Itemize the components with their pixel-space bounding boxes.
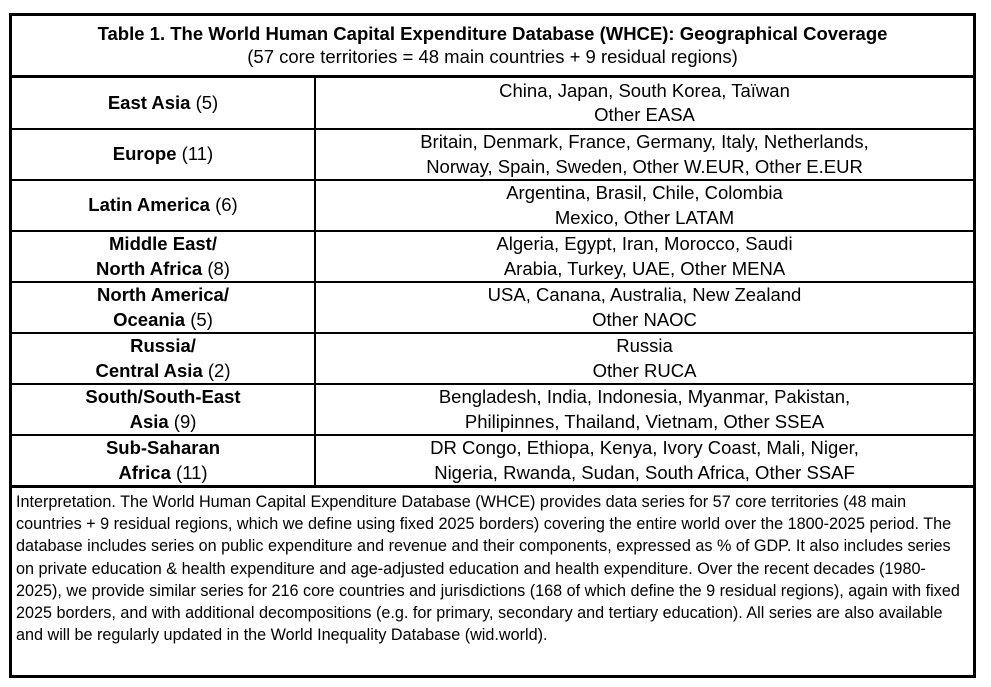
countries-line: Britain, Denmark, France, Germany, Italy… — [420, 131, 869, 152]
table-row: Sub-Saharan Africa (11) DR Congo, Ethiopa,… — [12, 435, 973, 488]
region-cell: North America/Oceania (5) — [12, 282, 316, 334]
region-name: North America/ — [97, 284, 229, 305]
region-count: (11) — [176, 461, 208, 483]
region-line: Latin America (6) — [12, 193, 314, 218]
region-count: (9) — [173, 410, 197, 432]
table-title: Table 1. The World Human Capital Expendi… — [97, 23, 888, 44]
region-name: East Asia — [107, 91, 191, 113]
countries-line: DR Congo, Ethiopa, Kenya, Ivory Coast, M… — [430, 437, 859, 458]
region-name: Oceania — [113, 308, 186, 330]
table-header: Table 1. The World Human Capital Expendi… — [12, 16, 973, 78]
region-cell: Middle East/North Africa (8) — [12, 231, 316, 283]
table-row: Russia/Central Asia (2) Russia Other RUCA — [12, 333, 973, 385]
table-row: Europe (11) Britain, Denmark, France, Ger… — [12, 129, 973, 181]
region-name: Latin America — [88, 194, 210, 216]
table-subtitle: (57 core territories = 48 main countries… — [247, 46, 738, 67]
region-name: Middle East/ — [109, 233, 217, 254]
region-line: North Africa (8) — [12, 257, 314, 282]
region-line: Russia/ — [12, 334, 314, 359]
table-row: South/South-East Asia (9) Bengladesh, Indi… — [12, 384, 973, 436]
countries-line: Bengladesh, India, Indonesia, Myanmar, P… — [438, 386, 851, 407]
regions-table-body: East Asia (5) China, Japan, South Korea, … — [12, 78, 973, 488]
countries-cell: USA, Canana, Australia, New Zealand Other… — [315, 282, 973, 334]
region-name: Asia — [129, 410, 169, 432]
interpretation-note: Interpretation. The World Human Capital … — [16, 493, 960, 645]
countries-line: Nigeria, Rwanda, Sudan, South Africa, Ot… — [434, 461, 855, 483]
region-line: North America/ — [12, 283, 314, 308]
region-count: (5) — [195, 91, 219, 113]
region-count: (11) — [181, 143, 214, 165]
countries-cell: Britain, Denmark, France, Germany, Italy… — [315, 129, 973, 181]
region-name: South/South-East — [85, 386, 241, 407]
table-row: Latin America (6) Argentina, Brasil, Chil… — [12, 180, 973, 232]
region-line: Europe (11) — [12, 142, 314, 167]
countries-line: China, Japan, South Korea, Taïwan — [499, 79, 790, 101]
countries-line: Norway, Spain, Sweden, Other W.EUR, Othe… — [426, 155, 863, 177]
countries-line: Algeria, Egypt, Iran, Morocco, Saudi — [496, 233, 793, 254]
countries-line: Argentina, Brasil, Chile, Colombia — [506, 182, 783, 203]
countries-cell: Argentina, Brasil, Chile, Colombia Mexico… — [315, 180, 973, 232]
region-count: (6) — [215, 194, 238, 216]
region-count: (8) — [207, 257, 230, 279]
region-name: Europe — [112, 143, 177, 165]
countries-line: Other NAOC — [592, 308, 697, 330]
region-name: North Africa — [96, 257, 203, 279]
countries-cell: Bengladesh, India, Indonesia, Myanmar, P… — [315, 384, 973, 436]
region-cell: South/South-East Asia (9) — [12, 384, 316, 436]
countries-line: Mexico, Other LATAM — [554, 206, 735, 228]
region-line: Middle East/ — [12, 232, 314, 257]
region-cell: Latin America (6) — [12, 180, 316, 232]
region-count: (5) — [190, 308, 213, 330]
region-cell: East Asia (5) — [12, 78, 316, 130]
region-line: Africa (11) — [12, 461, 314, 486]
region-name: Sub-Saharan — [105, 437, 221, 458]
region-count: (2) — [207, 359, 231, 381]
table-row: East Asia (5) China, Japan, South Korea, … — [12, 78, 973, 130]
region-line: South/South-East — [12, 385, 314, 410]
region-line: Oceania (5) — [12, 308, 314, 333]
region-line: Central Asia (2) — [12, 359, 314, 384]
table-row: Middle East/North Africa (8) Algeria, Egy… — [12, 231, 973, 283]
countries-cell: Russia Other RUCA — [315, 333, 973, 385]
countries-cell: Algeria, Egypt, Iran, Morocco, Saudi Arab… — [315, 231, 973, 283]
region-name: Central Asia — [95, 359, 203, 381]
region-name: Africa — [118, 461, 171, 483]
region-line: Sub-Saharan — [12, 436, 314, 461]
countries-line: Russia — [616, 335, 673, 356]
regions-table: East Asia (5) China, Japan, South Korea, … — [12, 78, 973, 488]
countries-line: Philipinnes, Thailand, Vietnam, Other SS… — [464, 410, 825, 432]
region-line: Asia (9) — [12, 410, 314, 435]
countries-cell: DR Congo, Ethiopa, Kenya, Ivory Coast, M… — [315, 435, 973, 488]
countries-line: Other RUCA — [592, 359, 697, 381]
region-name: Russia/ — [130, 335, 196, 356]
countries-line: Other EASA — [594, 104, 695, 125]
region-cell: Sub-Saharan Africa (11) — [12, 435, 316, 488]
coverage-table: Table 1. The World Human Capital Expendi… — [9, 13, 976, 678]
region-line: East Asia (5) — [12, 91, 314, 116]
countries-line: USA, Canana, Australia, New Zealand — [487, 284, 802, 305]
countries-cell: China, Japan, South Korea, Taïwan Other E… — [315, 78, 973, 130]
table-row: North America/Oceania (5) USA, Canana, Au… — [12, 282, 973, 334]
region-cell: Europe (11) — [12, 129, 316, 181]
region-cell: Russia/Central Asia (2) — [12, 333, 316, 385]
countries-line: Arabia, Turkey, UAE, Other MENA — [503, 257, 786, 279]
